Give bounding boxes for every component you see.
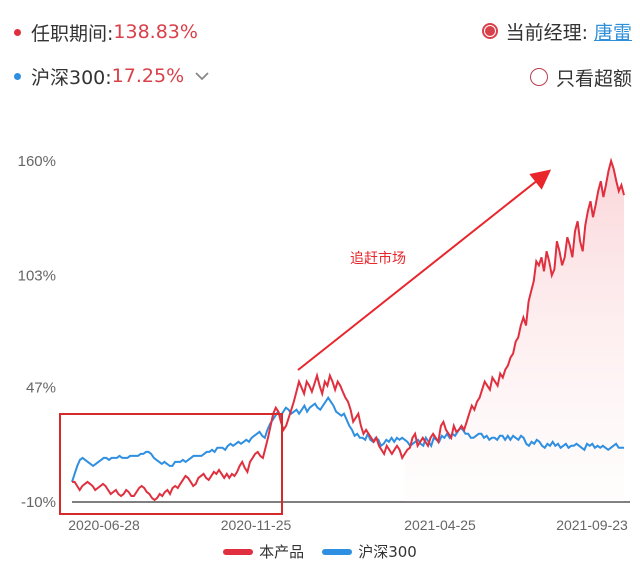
manager-return-label: 任职期间: — [31, 22, 114, 45]
series-line-index — [71, 395, 624, 483]
excess-only-label: 只看超额 — [555, 67, 632, 90]
y-tick-label: 160% — [18, 153, 56, 170]
product-area-fill — [404, 161, 624, 502]
x-tick-label: 2020-06-28 — [68, 517, 140, 533]
legend-swatch-index — [322, 548, 353, 555]
y-tick-label: 103% — [18, 267, 56, 284]
radio-unselected-icon[interactable] — [529, 68, 548, 86]
chevron-down-icon[interactable] — [194, 69, 210, 83]
legend-item-product[interactable]: 本产品 — [223, 541, 304, 562]
index-dot-icon — [14, 72, 21, 80]
trend-arrow — [297, 169, 552, 371]
x-tick-label: 2021-04-25 — [404, 517, 476, 533]
manager-return-value: 138.83% — [113, 21, 198, 43]
current-manager-label: 当前经理: — [505, 21, 588, 44]
x-tick-label: 2020-11-25 — [221, 517, 292, 533]
performance-chart: 160% 103% 47% -10% 追赶市场 2020-06-28 2020-11-2… — [18, 153, 630, 533]
radio-selected-icon[interactable] — [481, 23, 498, 39]
legend-swatch-product — [223, 548, 254, 555]
x-tick-label: 2021-09-23 — [556, 517, 628, 533]
current-manager-toggle[interactable]: 当前经理: 唐雷 — [481, 16, 632, 46]
annotation-text: 追赶市场 — [350, 250, 406, 267]
legend-label-index: 沪深300 — [358, 543, 417, 561]
index-label: 沪深300: — [31, 66, 112, 89]
highlight-box — [59, 413, 283, 515]
product-dot-icon — [14, 28, 21, 36]
manager-name-link[interactable]: 唐雷 — [593, 21, 632, 44]
series-line-product — [72, 157, 625, 502]
legend-item-index[interactable]: 沪深300 — [322, 541, 417, 562]
legend-label-product: 本产品 — [259, 543, 305, 561]
y-tick-label: 47% — [26, 380, 56, 397]
index-return-value: 17.25% — [111, 65, 185, 87]
index-selector[interactable]: 沪深300: 17.25% — [14, 61, 210, 91]
y-tick-label: -10% — [21, 494, 56, 511]
chart-legend: 本产品 沪深300 — [0, 541, 640, 562]
excess-only-toggle[interactable]: 只看超额 — [529, 62, 632, 92]
manager-return-row: 任职期间: 138.83% — [14, 17, 198, 47]
